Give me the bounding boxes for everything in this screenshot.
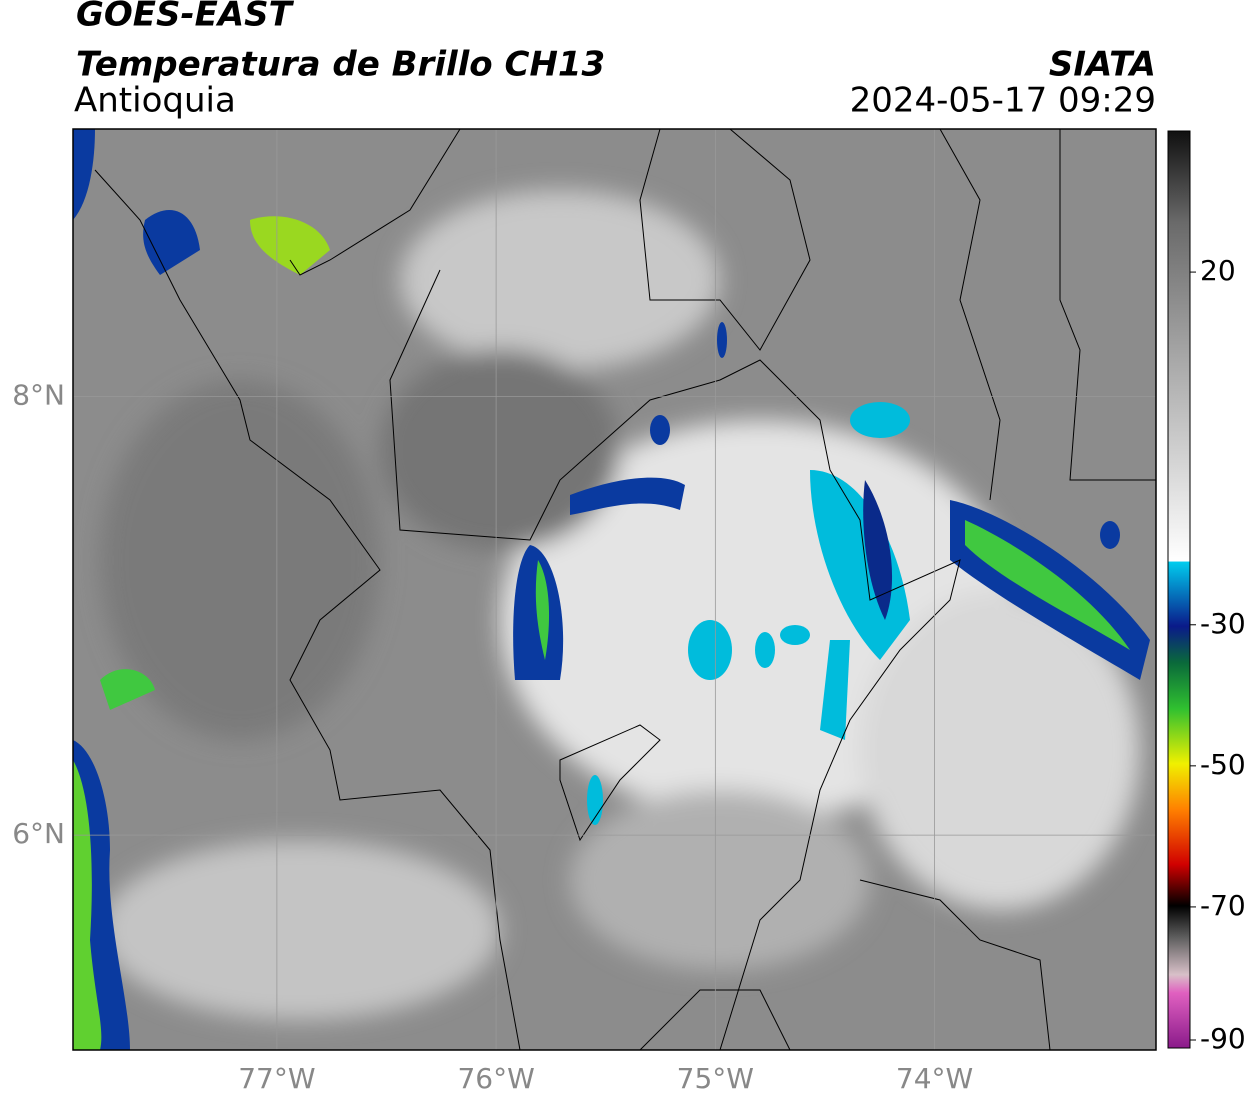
datetime-label: 2024-05-17 09:29 bbox=[850, 81, 1156, 121]
cold-cloud-tops bbox=[73, 129, 1150, 1050]
colorbar-tick-label: -30 bbox=[1200, 607, 1246, 640]
imagery bbox=[73, 129, 1156, 1050]
map-frame bbox=[72, 128, 1157, 1051]
lon-label: 74°W bbox=[896, 1062, 973, 1095]
lon-label: 77°W bbox=[238, 1062, 315, 1095]
source-label: SIATA bbox=[1049, 45, 1156, 85]
lat-label: 8°N bbox=[12, 379, 65, 412]
lon-label: 75°W bbox=[677, 1062, 754, 1095]
lat-label: 6°N bbox=[12, 817, 65, 850]
product-title: Temperatura de Brillo CH13 bbox=[76, 45, 605, 85]
borders bbox=[94, 129, 1156, 1050]
region-label: Antioquia bbox=[74, 81, 236, 121]
colorbar-tick-label: -90 bbox=[1200, 1022, 1246, 1055]
satellite-title: GOES-EAST bbox=[76, 0, 295, 35]
colorbar-tick-label: 20 bbox=[1200, 254, 1236, 287]
colorbar-tick-label: -70 bbox=[1200, 889, 1246, 922]
colorbar-tick-label: -50 bbox=[1200, 748, 1246, 781]
colorbar bbox=[1167, 130, 1191, 1049]
graticule bbox=[73, 129, 1156, 1050]
lon-label: 76°W bbox=[457, 1062, 534, 1095]
